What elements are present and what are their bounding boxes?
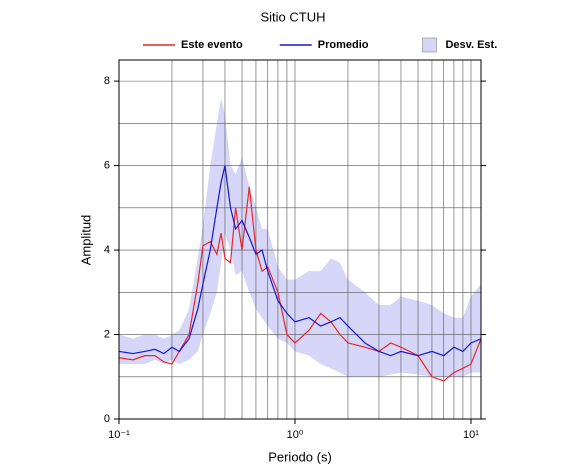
y-axis-label: Amplitud (78, 215, 93, 266)
series-line (118, 186, 482, 382)
legend-text: Desv. Est. (445, 39, 497, 51)
x-tick-label: 10⁻¹ (108, 429, 130, 441)
y-tick-label: 0 (104, 413, 110, 425)
plot-frame (118, 59, 482, 420)
y-tick-label: 6 (104, 159, 110, 171)
y-tick-label: 4 (104, 244, 110, 256)
legend-swatch (422, 37, 437, 53)
series-line (118, 165, 482, 357)
chart-title: Sitio CTUH (260, 9, 325, 24)
x-tick-label: 10⁰ (287, 429, 304, 441)
std-band (119, 98, 481, 377)
legend-text: Promedio (318, 39, 369, 51)
x-axis-label: Periodo (s) (268, 449, 332, 464)
y-tick-label: 2 (104, 328, 110, 340)
x-tick-label: 10¹ (463, 429, 479, 441)
y-tick-label: 8 (104, 75, 110, 87)
legend-text: Este evento (181, 39, 243, 51)
